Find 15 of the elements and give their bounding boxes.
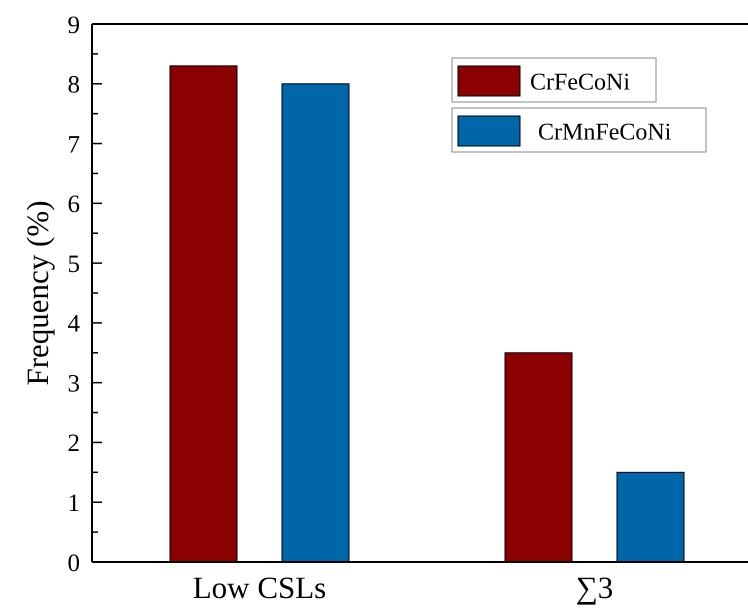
y-tick-label: 6	[68, 191, 80, 218]
x-tick-label: ∑3	[576, 570, 614, 605]
y-axis-title: Frequency (%)	[20, 200, 55, 386]
legend-label: CrMnFeCoNi	[538, 119, 672, 146]
legend-label: CrFeCoNi	[530, 69, 630, 96]
y-tick-label: 8	[68, 72, 80, 99]
x-tick-label: Low CSLs	[192, 570, 326, 605]
y-tick-label: 1	[68, 490, 80, 517]
y-tick-label: 0	[68, 550, 80, 577]
y-tick-label: 2	[68, 430, 80, 458]
y-tick-label: 5	[68, 250, 80, 278]
y-tick-label: 3	[68, 370, 80, 398]
y-tick-label: 9	[68, 12, 80, 39]
y-tick-label: 4	[68, 310, 80, 338]
y-tick-label: 7	[68, 131, 80, 158]
